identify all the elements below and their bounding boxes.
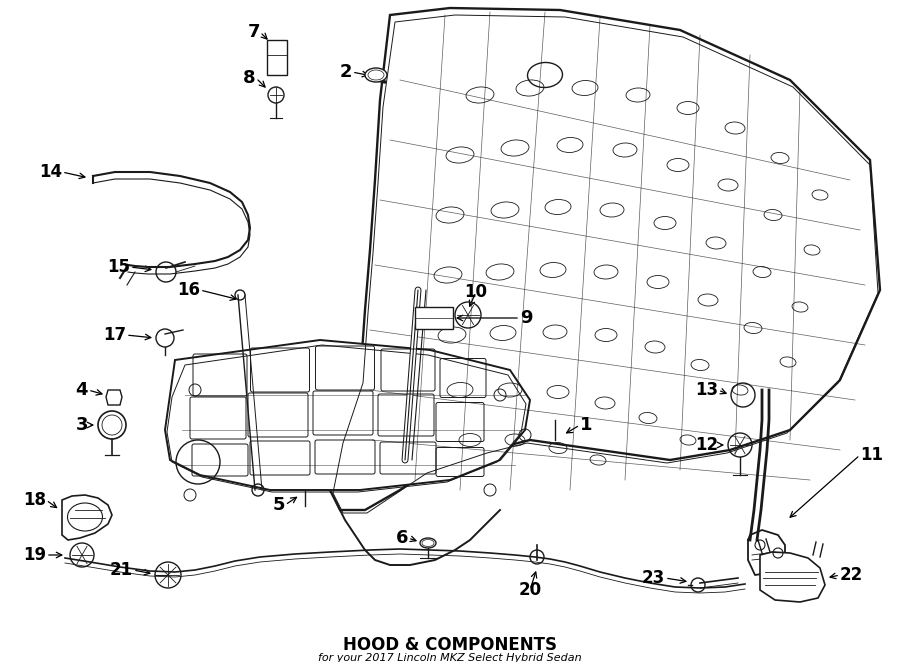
Text: 18: 18 bbox=[23, 491, 46, 509]
Text: 19: 19 bbox=[22, 546, 46, 564]
Text: 7: 7 bbox=[248, 23, 260, 41]
Circle shape bbox=[98, 411, 126, 439]
Text: 22: 22 bbox=[840, 566, 863, 584]
Ellipse shape bbox=[365, 68, 387, 82]
Text: 21: 21 bbox=[110, 561, 133, 579]
Text: 15: 15 bbox=[107, 258, 130, 276]
Text: HOOD & COMPONENTS: HOOD & COMPONENTS bbox=[343, 636, 557, 654]
Text: 11: 11 bbox=[860, 446, 883, 464]
Polygon shape bbox=[106, 390, 122, 405]
Text: 6: 6 bbox=[395, 529, 408, 547]
Text: 1: 1 bbox=[580, 416, 592, 434]
Text: 20: 20 bbox=[518, 581, 542, 599]
Text: 16: 16 bbox=[177, 281, 200, 299]
Polygon shape bbox=[330, 8, 880, 510]
Text: 4: 4 bbox=[76, 381, 88, 399]
Ellipse shape bbox=[420, 538, 436, 548]
Text: 2: 2 bbox=[339, 63, 352, 81]
Text: 3: 3 bbox=[76, 416, 88, 434]
Text: 23: 23 bbox=[642, 569, 665, 587]
Text: 12: 12 bbox=[695, 436, 718, 454]
Polygon shape bbox=[62, 495, 112, 540]
Text: for your 2017 Lincoln MKZ Select Hybrid Sedan: for your 2017 Lincoln MKZ Select Hybrid … bbox=[319, 653, 581, 662]
FancyBboxPatch shape bbox=[267, 40, 287, 75]
Polygon shape bbox=[165, 340, 530, 490]
Text: 9: 9 bbox=[520, 309, 533, 327]
Text: 14: 14 bbox=[39, 163, 62, 181]
Text: 8: 8 bbox=[243, 69, 256, 87]
Polygon shape bbox=[760, 552, 825, 602]
Text: 5: 5 bbox=[273, 496, 285, 514]
Text: 13: 13 bbox=[695, 381, 718, 399]
Text: 17: 17 bbox=[103, 326, 126, 344]
Text: 10: 10 bbox=[464, 283, 488, 301]
FancyBboxPatch shape bbox=[415, 307, 453, 329]
